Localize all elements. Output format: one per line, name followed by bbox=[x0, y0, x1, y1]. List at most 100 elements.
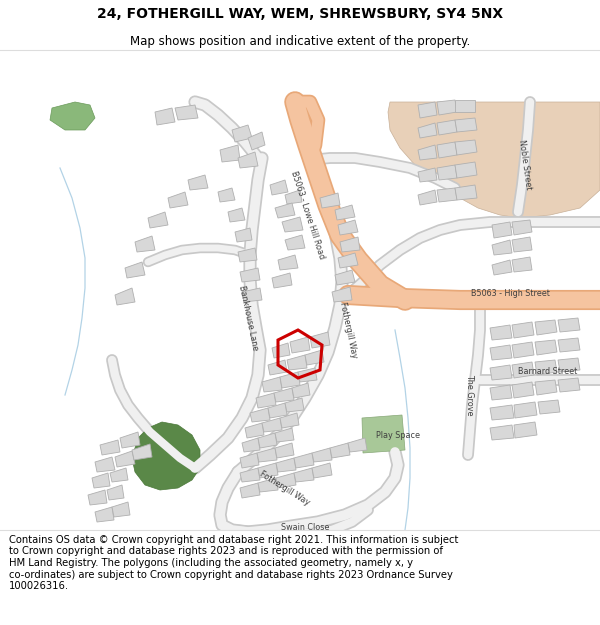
Polygon shape bbox=[282, 217, 303, 232]
Polygon shape bbox=[228, 208, 245, 222]
Text: Bankhouse Lane: Bankhouse Lane bbox=[237, 284, 259, 351]
Polygon shape bbox=[268, 403, 287, 418]
Polygon shape bbox=[232, 125, 252, 142]
Polygon shape bbox=[437, 100, 457, 115]
Polygon shape bbox=[275, 428, 294, 442]
Polygon shape bbox=[558, 358, 580, 372]
Polygon shape bbox=[437, 188, 457, 202]
Polygon shape bbox=[535, 380, 557, 395]
Text: The Grove: The Grove bbox=[466, 374, 475, 416]
Polygon shape bbox=[330, 443, 350, 458]
Polygon shape bbox=[107, 485, 124, 500]
Polygon shape bbox=[88, 490, 107, 505]
Polygon shape bbox=[257, 448, 277, 462]
Polygon shape bbox=[335, 205, 355, 220]
Text: Map shows position and indicative extent of the property.: Map shows position and indicative extent… bbox=[130, 34, 470, 48]
Polygon shape bbox=[292, 383, 310, 398]
Polygon shape bbox=[512, 382, 534, 398]
Text: Noble Street: Noble Street bbox=[517, 139, 533, 191]
Text: Barnard Street: Barnard Street bbox=[518, 368, 578, 376]
Polygon shape bbox=[514, 422, 537, 438]
Polygon shape bbox=[240, 453, 259, 468]
Text: Fothergill Way: Fothergill Way bbox=[259, 469, 311, 507]
Polygon shape bbox=[270, 180, 288, 195]
Polygon shape bbox=[262, 418, 282, 432]
Polygon shape bbox=[362, 415, 405, 453]
Polygon shape bbox=[490, 385, 512, 400]
Polygon shape bbox=[535, 360, 557, 375]
Polygon shape bbox=[455, 140, 477, 155]
Polygon shape bbox=[148, 212, 168, 228]
Polygon shape bbox=[268, 360, 287, 375]
Polygon shape bbox=[112, 502, 130, 517]
Polygon shape bbox=[290, 337, 310, 353]
Polygon shape bbox=[287, 355, 307, 370]
Polygon shape bbox=[175, 105, 198, 120]
Polygon shape bbox=[272, 273, 292, 288]
Polygon shape bbox=[115, 288, 135, 305]
Text: B5063 - Lowe Hill Road: B5063 - Lowe Hill Road bbox=[289, 170, 326, 260]
Polygon shape bbox=[258, 463, 278, 478]
Polygon shape bbox=[437, 142, 457, 158]
Polygon shape bbox=[338, 220, 358, 235]
Polygon shape bbox=[242, 288, 262, 302]
Polygon shape bbox=[298, 368, 317, 382]
Polygon shape bbox=[275, 203, 295, 218]
Polygon shape bbox=[238, 152, 258, 168]
Polygon shape bbox=[312, 448, 332, 462]
Polygon shape bbox=[188, 175, 208, 190]
Polygon shape bbox=[155, 108, 175, 125]
Polygon shape bbox=[455, 185, 477, 200]
Polygon shape bbox=[240, 268, 260, 282]
Polygon shape bbox=[275, 443, 294, 458]
Polygon shape bbox=[272, 343, 290, 358]
Text: Fothergill Way: Fothergill Way bbox=[338, 301, 358, 359]
Polygon shape bbox=[335, 270, 355, 285]
Polygon shape bbox=[490, 325, 512, 340]
Polygon shape bbox=[235, 228, 252, 242]
Polygon shape bbox=[258, 478, 278, 492]
Polygon shape bbox=[338, 253, 358, 268]
Polygon shape bbox=[95, 457, 115, 472]
Polygon shape bbox=[100, 440, 120, 455]
Polygon shape bbox=[258, 433, 277, 448]
Polygon shape bbox=[294, 453, 314, 468]
Polygon shape bbox=[512, 342, 534, 358]
Polygon shape bbox=[490, 365, 512, 380]
Polygon shape bbox=[535, 320, 557, 335]
Polygon shape bbox=[535, 340, 557, 355]
Polygon shape bbox=[125, 262, 145, 278]
Polygon shape bbox=[558, 338, 580, 352]
Polygon shape bbox=[274, 388, 294, 402]
Polygon shape bbox=[285, 190, 302, 204]
Polygon shape bbox=[92, 473, 110, 488]
Polygon shape bbox=[558, 318, 580, 332]
Polygon shape bbox=[132, 422, 200, 490]
Polygon shape bbox=[455, 100, 475, 112]
Polygon shape bbox=[490, 425, 514, 440]
Polygon shape bbox=[132, 444, 152, 460]
Polygon shape bbox=[310, 332, 330, 348]
Polygon shape bbox=[312, 463, 332, 478]
Polygon shape bbox=[250, 408, 270, 422]
Text: 24, FOTHERGILL WAY, WEM, SHREWSBURY, SY4 5NX: 24, FOTHERGILL WAY, WEM, SHREWSBURY, SY4… bbox=[97, 7, 503, 21]
Polygon shape bbox=[95, 507, 114, 522]
Polygon shape bbox=[514, 402, 537, 418]
Polygon shape bbox=[492, 240, 512, 255]
Polygon shape bbox=[240, 468, 260, 482]
Polygon shape bbox=[276, 458, 296, 472]
Polygon shape bbox=[285, 235, 305, 250]
Polygon shape bbox=[512, 257, 532, 272]
Polygon shape bbox=[512, 220, 532, 235]
Polygon shape bbox=[135, 236, 155, 252]
Polygon shape bbox=[305, 350, 324, 365]
Polygon shape bbox=[512, 237, 532, 252]
Polygon shape bbox=[332, 287, 352, 302]
Polygon shape bbox=[492, 222, 512, 238]
Polygon shape bbox=[558, 378, 580, 392]
Polygon shape bbox=[418, 190, 437, 205]
Polygon shape bbox=[418, 168, 437, 182]
Polygon shape bbox=[285, 398, 304, 412]
Polygon shape bbox=[218, 188, 235, 202]
Text: B5063 - High Street: B5063 - High Street bbox=[470, 289, 550, 298]
